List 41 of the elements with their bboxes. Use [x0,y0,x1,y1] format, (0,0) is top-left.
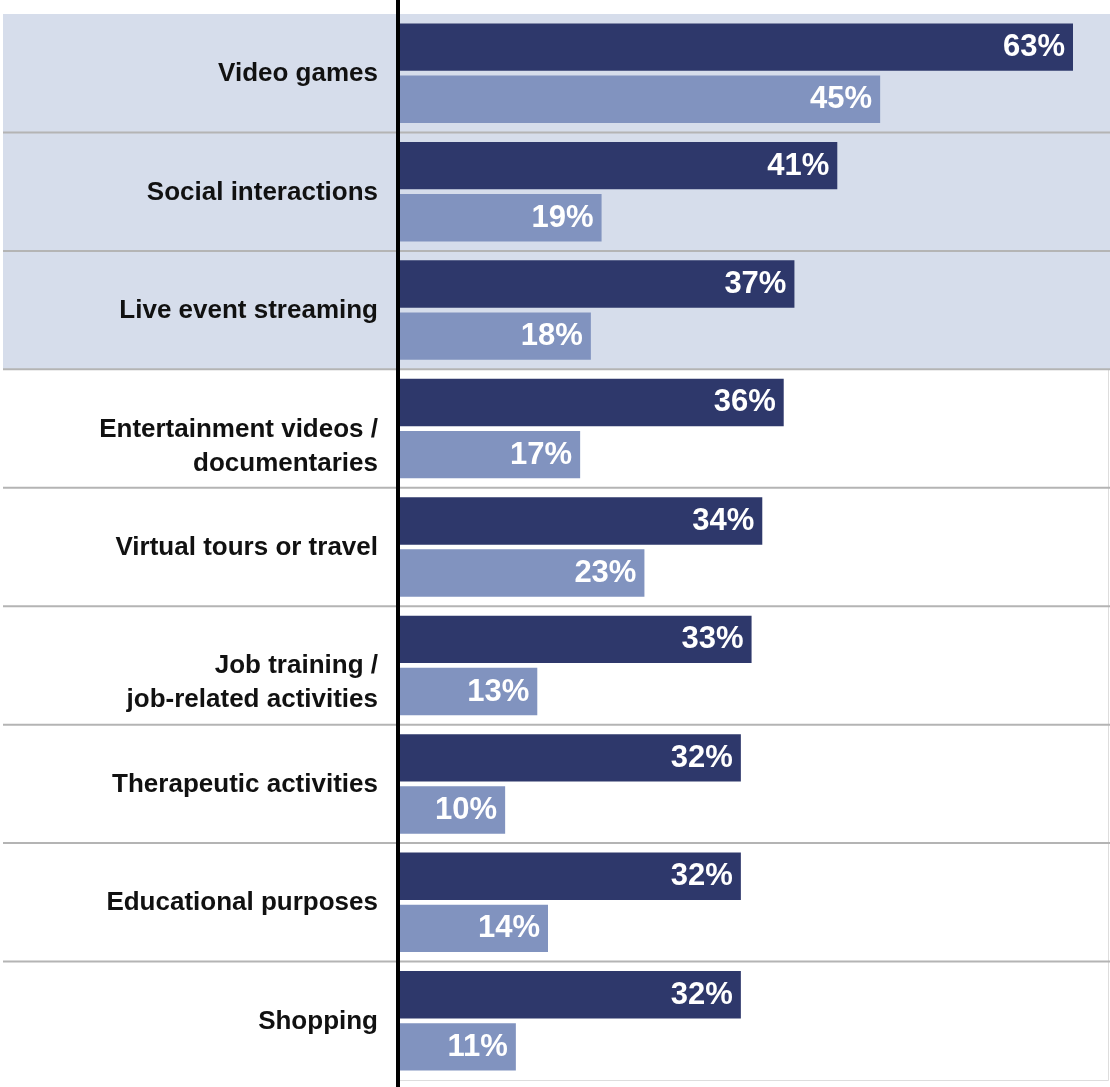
y-tick-label: Therapeutic activities [112,767,378,798]
bar [398,75,881,123]
data-label: 32% [670,857,733,893]
bar [398,141,838,190]
data-label: 41% [767,146,830,182]
bar [398,549,645,597]
bar [398,430,581,479]
data-label: 17% [510,435,573,471]
data-label: 11% [447,1027,508,1063]
data-label: 10% [435,790,498,826]
data-label: 37% [724,265,787,301]
bar [398,497,763,545]
y-tick-label: Job training / job-related activities [125,649,378,714]
bar [398,312,591,360]
data-label: 14% [477,909,540,945]
data-label: 63% [1002,28,1065,64]
data-label: 45% [810,80,873,116]
y-tick-label: Video games [218,57,378,88]
y-tick-label: Live event streaming [119,294,378,325]
data-label: 32% [670,738,733,774]
y-tick-label: Social interactions [146,175,378,206]
y-tick-label: Educational purposes [106,886,378,917]
bar [398,971,741,1019]
data-label: 19% [531,198,594,234]
bar [398,194,602,242]
data-label: 23% [574,554,637,590]
data-label: 36% [713,383,776,419]
bar [398,615,752,664]
bar [398,260,795,308]
bar [398,378,784,427]
y-tick-label: Entertainment videos / documentaries [99,412,378,477]
bar [398,734,741,782]
data-label: 33% [681,620,744,656]
data-label: 18% [520,317,583,353]
y-tick-label: Virtual tours or travel [115,531,378,561]
y-tick-label: Shopping [258,1004,378,1035]
data-label: 34% [692,501,755,537]
data-label: 13% [467,672,530,708]
data-label: 32% [670,975,733,1011]
bar [398,852,741,900]
bar [398,23,1073,71]
